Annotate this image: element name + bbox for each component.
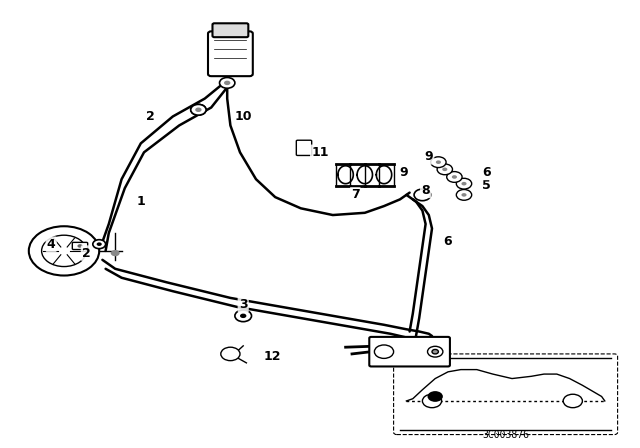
Circle shape bbox=[111, 250, 120, 256]
Circle shape bbox=[461, 193, 467, 197]
Text: 5: 5 bbox=[482, 179, 491, 193]
Text: 11: 11 bbox=[311, 146, 329, 159]
Circle shape bbox=[93, 240, 106, 249]
Circle shape bbox=[456, 190, 472, 200]
Circle shape bbox=[195, 108, 202, 112]
FancyBboxPatch shape bbox=[296, 140, 312, 155]
Circle shape bbox=[436, 160, 441, 164]
Text: 3: 3 bbox=[239, 298, 248, 311]
Circle shape bbox=[191, 104, 206, 115]
Circle shape bbox=[432, 349, 438, 354]
FancyBboxPatch shape bbox=[208, 31, 253, 76]
Text: 3C003876: 3C003876 bbox=[482, 431, 529, 440]
Circle shape bbox=[220, 78, 235, 88]
Circle shape bbox=[240, 314, 246, 318]
Circle shape bbox=[452, 175, 457, 179]
Circle shape bbox=[431, 157, 446, 168]
Circle shape bbox=[235, 310, 252, 322]
Circle shape bbox=[221, 347, 240, 361]
Circle shape bbox=[224, 81, 230, 85]
Text: 10: 10 bbox=[234, 110, 252, 123]
Text: 4: 4 bbox=[47, 237, 56, 251]
Text: 8: 8 bbox=[421, 184, 430, 197]
Circle shape bbox=[77, 244, 83, 248]
Circle shape bbox=[442, 168, 447, 171]
Circle shape bbox=[447, 172, 462, 182]
Text: 6: 6 bbox=[482, 166, 491, 179]
Text: 12: 12 bbox=[263, 349, 281, 363]
Circle shape bbox=[191, 104, 206, 115]
FancyBboxPatch shape bbox=[369, 337, 450, 366]
Circle shape bbox=[428, 346, 443, 357]
FancyBboxPatch shape bbox=[212, 23, 248, 37]
Text: 6: 6 bbox=[444, 235, 452, 249]
Circle shape bbox=[461, 182, 467, 185]
Circle shape bbox=[437, 164, 452, 175]
Circle shape bbox=[456, 178, 472, 189]
Text: 1: 1 bbox=[136, 195, 145, 208]
Circle shape bbox=[29, 226, 99, 276]
Circle shape bbox=[414, 189, 431, 201]
Circle shape bbox=[422, 394, 442, 408]
Circle shape bbox=[42, 235, 86, 267]
Text: 2: 2 bbox=[146, 110, 155, 123]
Text: 9: 9 bbox=[424, 150, 433, 164]
Text: 9: 9 bbox=[399, 166, 408, 179]
Circle shape bbox=[428, 391, 443, 402]
FancyBboxPatch shape bbox=[72, 242, 88, 250]
Circle shape bbox=[97, 242, 102, 246]
Text: 7: 7 bbox=[351, 188, 360, 202]
Circle shape bbox=[563, 394, 582, 408]
Circle shape bbox=[374, 345, 394, 358]
Text: 2: 2 bbox=[82, 246, 91, 260]
